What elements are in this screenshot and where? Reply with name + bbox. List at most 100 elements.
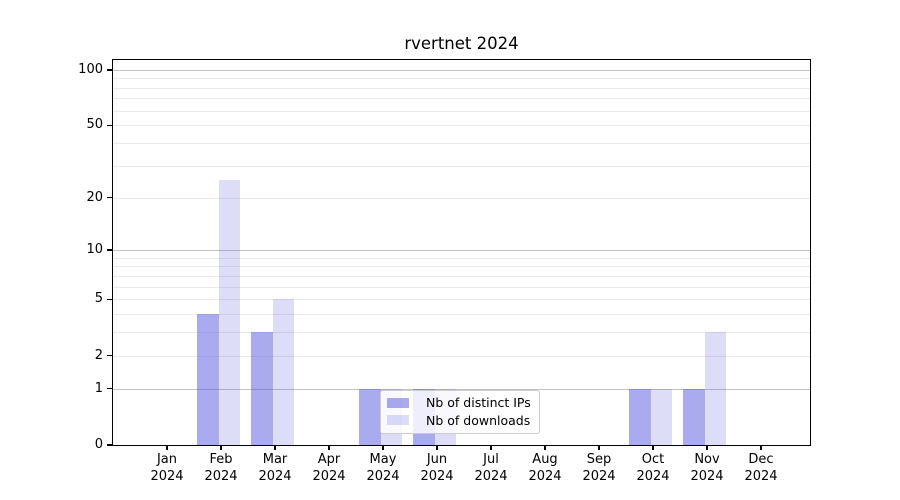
x-tick-year: 2024 bbox=[474, 469, 508, 484]
x-tick-mark bbox=[436, 445, 438, 450]
x-tick-year: 2024 bbox=[366, 469, 400, 484]
x-tick-month: Jul bbox=[483, 452, 499, 467]
minor-gridline bbox=[113, 165, 810, 167]
bar-distinct-ips-nov bbox=[683, 388, 705, 445]
x-tick-month: Nov bbox=[694, 452, 720, 467]
minor-gridline bbox=[113, 275, 810, 277]
minor-gridline bbox=[113, 125, 810, 127]
x-tick-label-sep: Sep 2024 bbox=[569, 451, 629, 485]
y-tick-label: 10 bbox=[86, 242, 103, 258]
x-tick-month: May bbox=[369, 452, 397, 467]
x-tick-label-oct: Oct 2024 bbox=[623, 451, 683, 485]
legend-swatch-distinct-ips bbox=[387, 397, 409, 408]
bar-downloads-mar bbox=[272, 299, 294, 445]
legend-item-downloads: Nb of downloads bbox=[387, 412, 531, 430]
x-tick-year: 2024 bbox=[312, 469, 346, 484]
x-tick-year: 2024 bbox=[420, 469, 454, 484]
minor-gridline bbox=[113, 332, 810, 334]
x-tick-mark bbox=[274, 445, 276, 450]
legend: Nb of distinct IPs Nb of downloads bbox=[380, 390, 540, 434]
x-tick-year: 2024 bbox=[636, 469, 670, 484]
y-tick-label: 1 bbox=[94, 380, 103, 396]
x-tick-label-dec: Dec 2024 bbox=[731, 451, 791, 485]
y-tick-label: 100 bbox=[78, 61, 103, 77]
y-tick-mark bbox=[107, 444, 113, 446]
x-tick-month: Oct bbox=[641, 452, 665, 467]
y-tick-mark bbox=[107, 69, 113, 71]
y-tick-mark bbox=[107, 298, 113, 301]
y-tick-mark bbox=[107, 354, 113, 357]
x-tick-label-may: May 2024 bbox=[353, 451, 413, 485]
x-tick-mark bbox=[166, 445, 168, 450]
x-tick-month: Mar bbox=[262, 452, 288, 467]
minor-gridline bbox=[113, 314, 810, 316]
chart-title: rvertnet 2024 bbox=[404, 34, 519, 53]
minor-gridline bbox=[113, 355, 810, 357]
bar-distinct-ips-may bbox=[359, 388, 381, 445]
x-tick-month: Apr bbox=[317, 452, 341, 467]
x-tick-month: Jun bbox=[426, 452, 448, 467]
x-tick-mark bbox=[328, 445, 330, 450]
x-tick-month: Feb bbox=[209, 452, 233, 467]
x-tick-label-apr: Apr 2024 bbox=[299, 451, 359, 485]
x-tick-label-jun: Jun 2024 bbox=[407, 451, 467, 485]
x-tick-month: Aug bbox=[532, 452, 558, 467]
y-tick-label: 50 bbox=[86, 117, 103, 133]
x-tick-year: 2024 bbox=[582, 469, 616, 484]
y-tick-mark bbox=[107, 249, 113, 251]
x-tick-mark bbox=[652, 445, 654, 450]
y-tick-label: 2 bbox=[94, 347, 103, 363]
minor-gridline bbox=[113, 87, 810, 89]
bar-distinct-ips-feb bbox=[197, 314, 219, 445]
plot-area: Nb of distinct IPs Nb of downloads 0 1 2 5 1… bbox=[78, 59, 811, 484]
y-tick-label: 5 bbox=[94, 291, 103, 307]
legend-label-distinct-ips: Nb of distinct IPs bbox=[426, 395, 531, 411]
x-tick-month: Dec bbox=[748, 452, 774, 467]
minor-gridline bbox=[113, 78, 810, 80]
x-tick-label-nov: Nov 2024 bbox=[677, 451, 737, 485]
x-tick-label-feb: Feb 2024 bbox=[191, 451, 251, 485]
major-gridline bbox=[113, 69, 810, 71]
x-tick-year: 2024 bbox=[744, 469, 778, 484]
x-tick-mark bbox=[382, 445, 384, 450]
legend-item-distinct-ips: Nb of distinct IPs bbox=[387, 394, 531, 412]
minor-gridline bbox=[113, 299, 810, 301]
x-tick-mark bbox=[598, 445, 600, 450]
bar-downloads-nov bbox=[704, 332, 726, 445]
x-tick-mark bbox=[220, 445, 222, 450]
bar-distinct-ips-mar bbox=[251, 332, 273, 445]
x-tick-year: 2024 bbox=[690, 469, 724, 484]
x-tick-month: Sep bbox=[586, 452, 612, 467]
major-gridline bbox=[113, 250, 810, 252]
x-tick-month: Jan bbox=[156, 452, 178, 467]
minor-gridline bbox=[113, 266, 810, 268]
x-tick-year: 2024 bbox=[204, 469, 238, 484]
bar-distinct-ips-oct bbox=[629, 388, 651, 445]
y-tick-label: 20 bbox=[86, 189, 103, 205]
x-tick-year: 2024 bbox=[528, 469, 562, 484]
minor-gridline bbox=[113, 98, 810, 100]
x-tick-mark bbox=[760, 445, 762, 450]
major-gridline bbox=[113, 388, 810, 390]
bar-downloads-feb bbox=[218, 180, 240, 445]
minor-gridline bbox=[113, 257, 810, 259]
x-tick-year: 2024 bbox=[150, 469, 184, 484]
y-tick-mark bbox=[107, 196, 113, 199]
x-tick-mark bbox=[490, 445, 492, 450]
legend-swatch-downloads bbox=[387, 415, 409, 426]
x-tick-label-jan: Jan 2024 bbox=[137, 451, 197, 485]
minor-gridline bbox=[113, 286, 810, 288]
x-tick-mark bbox=[544, 445, 546, 450]
x-tick-year: 2024 bbox=[258, 469, 292, 484]
y-tick-mark bbox=[107, 124, 113, 127]
x-tick-label-mar: Mar 2024 bbox=[245, 451, 305, 485]
bar-downloads-oct bbox=[650, 388, 672, 445]
legend-label-downloads: Nb of downloads bbox=[426, 412, 531, 428]
minor-gridline bbox=[113, 143, 810, 145]
x-tick-mark bbox=[706, 445, 708, 450]
x-tick-label-aug: Aug 2024 bbox=[515, 451, 575, 485]
y-tick-mark bbox=[107, 387, 113, 390]
minor-gridline bbox=[113, 197, 810, 199]
minor-gridline bbox=[113, 110, 810, 112]
